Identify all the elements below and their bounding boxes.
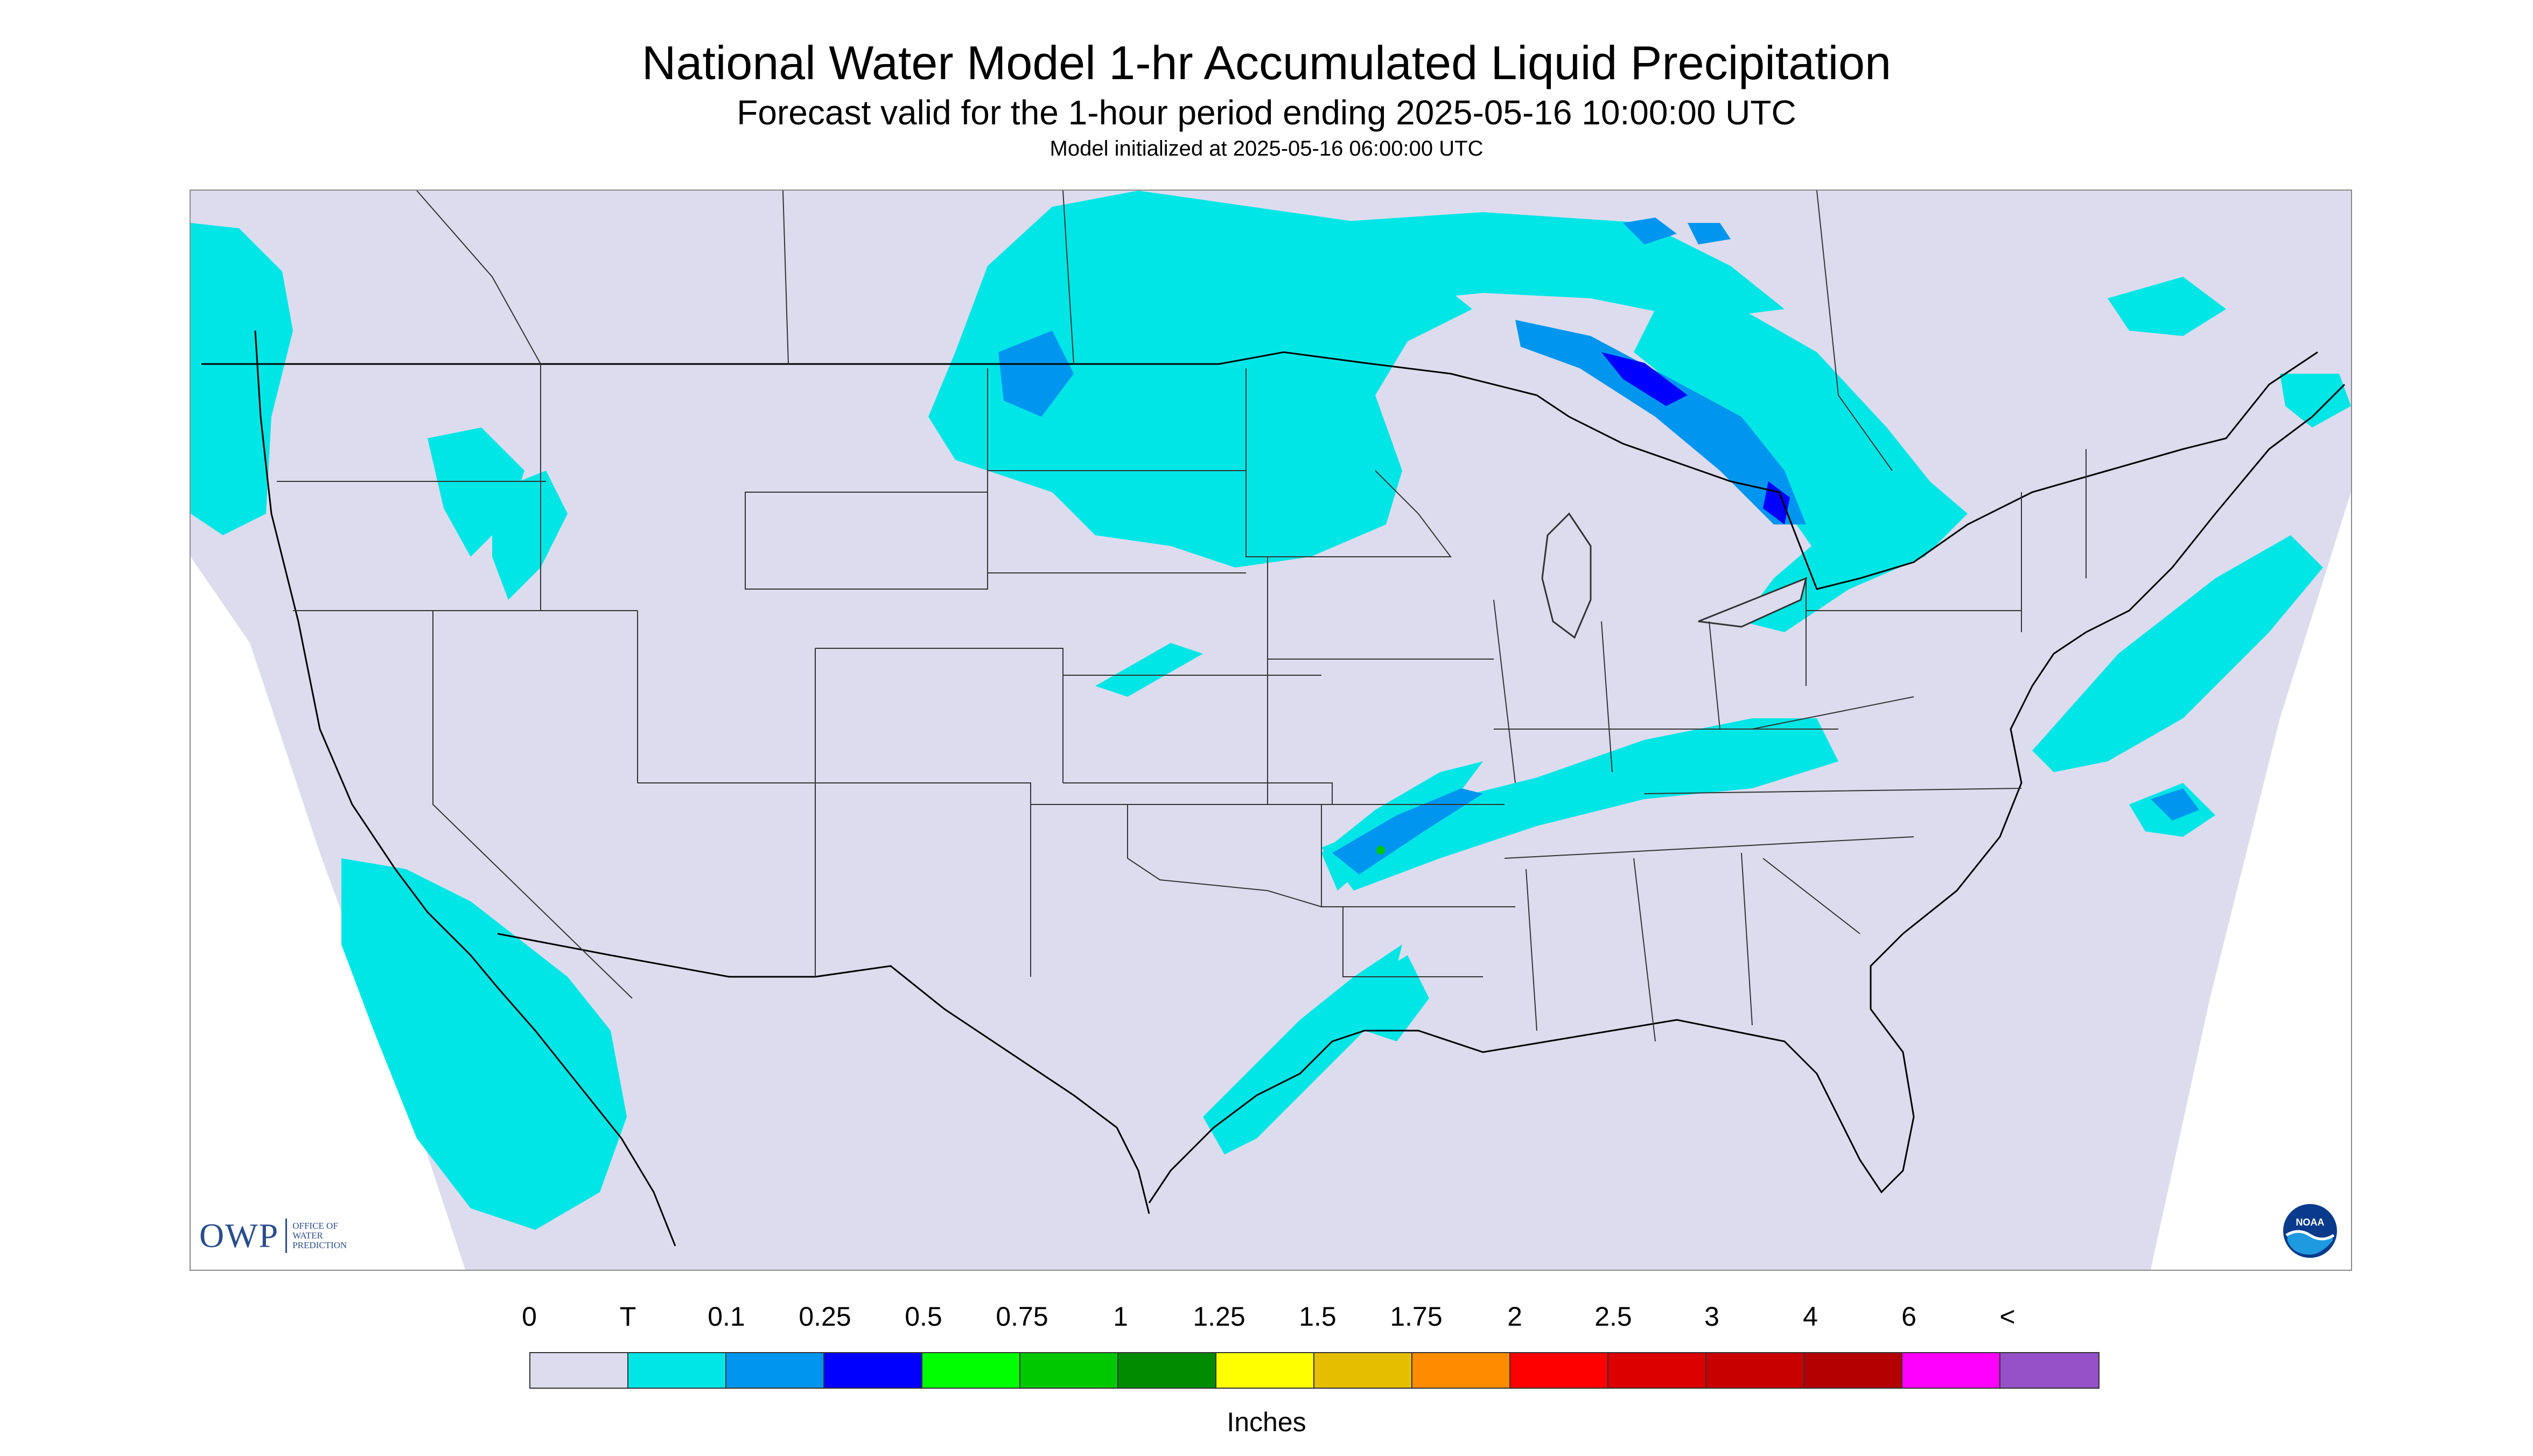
legend-swatch — [1902, 1353, 2000, 1388]
lake-erie — [1698, 577, 1808, 628]
legend-swatch — [726, 1353, 824, 1388]
gulf-coast — [1148, 933, 1915, 1203]
great-lakes — [1541, 512, 1808, 639]
legend-tick-label: 6 — [1901, 1301, 1916, 1332]
us-mexico-border — [497, 933, 1150, 1214]
state-borders — [277, 364, 2087, 1042]
owp-logo: OWP OFFICE OF WATER PREDICTION — [199, 1216, 347, 1256]
bc-alberta-border — [416, 191, 541, 365]
legend-tick-label: 0.75 — [996, 1301, 1048, 1332]
ny-ne-border — [2021, 449, 2087, 632]
map-subtitle: Forecast valid for the 1-hour period end… — [737, 93, 1796, 132]
legend-tick-label: < — [1999, 1301, 2016, 1332]
legend-swatch — [1118, 1353, 1216, 1388]
legend-tick-labels: 0 T 0.1 0.25 0.5 0.75 1 1.25 1.5 1.75 2 2.5 3 4 6 < — [0, 1301, 2533, 1339]
owp-logo-mark: OWP — [199, 1216, 279, 1255]
precip-heavy-spot — [1376, 846, 1385, 855]
legend-tick-label: 2 — [1507, 1301, 1522, 1332]
legend-swatch — [1216, 1353, 1314, 1388]
precip-map — [191, 191, 2351, 1270]
precip-california-offshore — [341, 858, 627, 1230]
legend-tick-label: 1.5 — [1299, 1301, 1337, 1332]
precip-colorado-streaks — [1095, 643, 1203, 697]
map-title: National Water Model 1-hr Accumulated Li… — [641, 36, 1892, 89]
legend-tick-label: T — [619, 1301, 636, 1332]
mt-wy-border — [745, 492, 988, 590]
legend-units-label: Inches — [1227, 1407, 1306, 1437]
oh-pa-border — [1709, 578, 2021, 730]
svg-text:NOAA: NOAA — [2296, 1217, 2325, 1228]
precip-atlantic-core — [2151, 788, 2199, 821]
legend-swatch — [1020, 1353, 1118, 1388]
legend-tick-label: 4 — [1803, 1301, 1818, 1332]
legend-swatch — [1804, 1353, 1902, 1388]
precip-ohio-valley-band — [1321, 718, 1838, 891]
legend-swatch — [1314, 1353, 1412, 1388]
ar-la-border — [1321, 906, 1515, 977]
nv-border — [432, 611, 638, 999]
owp-logo-line-1: OFFICE OF — [292, 1221, 338, 1231]
legend-tick-label: 3 — [1704, 1301, 1719, 1332]
lake-michigan — [1541, 512, 1592, 639]
on-qc-border — [1816, 191, 1893, 471]
country-borders — [201, 330, 2346, 1247]
model-init-line: Model initialized at 2025-05-16 06:00:00… — [1049, 137, 1484, 160]
precip-lake-superior-core — [1515, 320, 1806, 524]
legend-swatch — [824, 1353, 922, 1388]
legend-swatch — [1706, 1353, 1804, 1388]
owp-logo-line-3: PREDICTION — [292, 1240, 347, 1250]
precip-west-coast-nw — [191, 223, 293, 535]
precip-arkansas-core — [1332, 788, 1483, 874]
dakotas-border — [987, 368, 1246, 573]
va-nc-border — [1644, 696, 2022, 794]
legend-swatch — [530, 1353, 628, 1388]
pacific-coast — [254, 330, 499, 988]
precip-ontario-dots — [1623, 218, 1731, 244]
us-canada-border — [201, 351, 2318, 590]
nm-border — [815, 782, 1031, 977]
legend-tick-label: 0 — [522, 1301, 537, 1332]
precip-quebec-patches — [2108, 277, 2226, 336]
canada-province-borders — [416, 191, 1893, 471]
map-panel: OWP OFFICE OF WATER PREDICTION NOAA — [190, 190, 2352, 1271]
legend-tick-label: 0.5 — [905, 1301, 942, 1332]
precip-superior-moderate — [1601, 352, 1688, 406]
legend-tick-label: 2.5 — [1594, 1301, 1632, 1332]
precip-oregon-patches — [492, 471, 568, 600]
legend-tick-label: 1.25 — [1193, 1301, 1245, 1332]
atlantic-coast — [1902, 383, 2346, 935]
owp-logo-divider — [285, 1219, 288, 1253]
mn-border — [1245, 368, 1452, 557]
legend-color-bar — [529, 1352, 2100, 1389]
owp-logo-text: OFFICE OF WATER PREDICTION — [292, 1221, 347, 1250]
ms-al-border — [1504, 836, 1914, 1042]
sk-mb-border — [782, 191, 1074, 365]
precip-texas-coast — [1203, 944, 1402, 1154]
baja-mexico-coast — [496, 987, 676, 1247]
legend-swatch — [1510, 1353, 1608, 1388]
precip-great-lakes-band — [1634, 288, 1968, 632]
precip-moderate-areas — [1601, 352, 1790, 524]
owp-logo-line-2: WATER — [292, 1230, 323, 1241]
legend-tick-label: 0.25 — [799, 1301, 851, 1332]
precip-huron-moderate — [1763, 481, 1790, 524]
legend-tick-label: 1 — [1113, 1301, 1128, 1332]
ut-co-border — [638, 648, 1063, 977]
il-in-border — [1493, 599, 1838, 783]
precip-dakotas-core — [998, 331, 1074, 417]
ga-sc-border — [1741, 852, 1860, 1026]
ia-mo-border — [1267, 557, 1505, 805]
ne-ks-border — [1063, 675, 1333, 804]
legend-swatch — [628, 1353, 726, 1388]
precip-northeast-offshore — [2032, 535, 2323, 772]
legend-swatch — [1608, 1353, 1706, 1388]
legend-swatch — [1412, 1353, 1510, 1388]
legend-tick-label: 0.1 — [708, 1301, 745, 1332]
legend-swatch — [2000, 1353, 2098, 1388]
noaa-logo: NOAA — [2283, 1204, 2337, 1258]
legend-tick-label: 1.75 — [1390, 1301, 1443, 1332]
legend-swatch — [922, 1353, 1020, 1388]
precip-light-areas — [998, 218, 2199, 874]
precip-maritime-patches — [2280, 374, 2351, 428]
